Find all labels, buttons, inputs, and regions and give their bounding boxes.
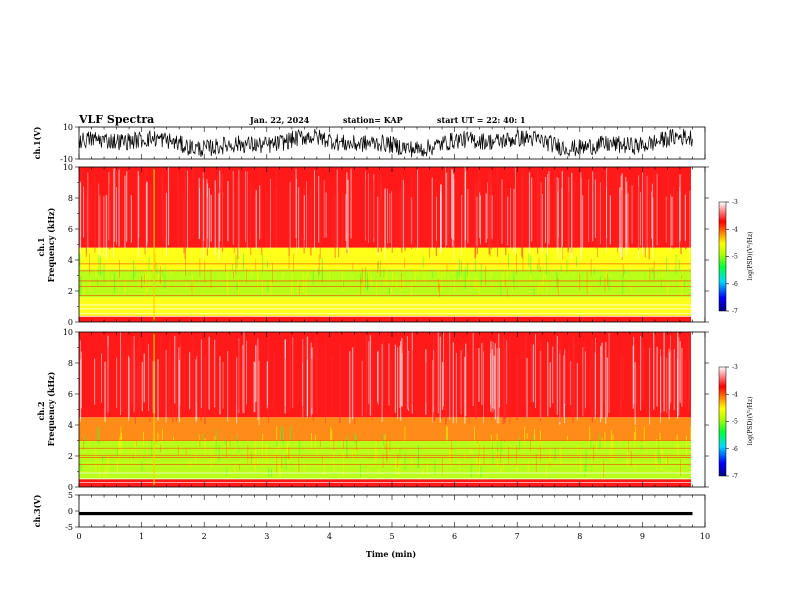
cb1-tick-label: -3 [732, 199, 738, 206]
ch1-spec-band-1 [79, 297, 691, 316]
cb2-tick-label: -6 [732, 446, 738, 453]
x-tick-label: 2 [202, 532, 207, 541]
ch2-spec-ytick-label: 2 [68, 452, 73, 461]
ch1-spec-ylabel-freq: Frequency (kHz) [46, 207, 56, 282]
ch1-wave-ytick-label: 10 [63, 123, 73, 132]
x-tick-label: 7 [515, 532, 520, 541]
x-tick-label: 1 [139, 532, 144, 541]
figure-title: VLF Spectra [78, 113, 154, 126]
cb1-tick-label: -7 [732, 308, 738, 315]
ch1-colorbar-label: log(PSD)(V²/Hz) [747, 232, 754, 281]
ch2-spec-ytick-label: 10 [63, 328, 73, 337]
ch1-waveform-line [78, 128, 693, 158]
ch2-spec-band-0 [79, 479, 691, 487]
x-tick-label: 0 [76, 532, 81, 541]
cb1-tick-label: -6 [732, 281, 738, 288]
ch1-spec-ytick-label: 4 [68, 256, 73, 265]
cb1-tick-label: -5 [732, 254, 738, 261]
date-label: Jan. 22, 2024 [249, 115, 310, 125]
ch2-spec-ylabel-freq: Frequency (kHz) [46, 371, 56, 446]
cb2-tick-label: -7 [732, 473, 738, 480]
ch2-spec-band-3 [79, 332, 691, 418]
cb2-tick-label: -3 [732, 364, 738, 371]
ch1-spec-ytick-label: 10 [63, 163, 73, 172]
station-label: station= KAP [343, 115, 403, 125]
ch2-spec-ytick-label: 6 [68, 390, 73, 399]
ch1-wave-ytick-label: -10 [60, 155, 73, 164]
ch1-spec-ytick-label: 0 [68, 318, 73, 327]
ch2-spec-ytick-label: 8 [68, 359, 73, 368]
x-tick-label: 3 [264, 532, 269, 541]
ch1-waveform-panel: 10 -10 [60, 123, 706, 164]
ch3-wave-ytick-label: 0 [68, 507, 73, 516]
ch1-ylabel: ch.1(V) [32, 126, 42, 159]
cb2-tick-label: -5 [732, 419, 738, 426]
ch3-waveform-panel: 50-50 1 2 3 4 5 6 7 8 9 10 [65, 491, 710, 541]
start-time-label: start UT = 22: 40: 1 [437, 115, 526, 125]
ch2-spectrogram-panel: 0 2 4 6 8 10 [63, 328, 709, 492]
ch1-colorbar-gradient [718, 201, 727, 312]
ch2-spec-band-2 [79, 417, 691, 441]
ch2-colorbar-label: log(PSD)(V²/Hz) [747, 397, 754, 446]
ch2-colorbar-gradient [718, 366, 727, 477]
ch2-spec-ytick-label: 0 [68, 483, 73, 492]
ch1-spec-ytick-label: 6 [68, 225, 73, 234]
ch2-spec-ylabel: ch.2 [36, 401, 46, 420]
x-tick-label: 9 [640, 532, 645, 541]
ch1-colorbar: log(PSD)(V²/Hz) -3 -4 -5 -6 -7 [718, 199, 754, 315]
ch2-spec-ytick-label: 4 [68, 421, 73, 430]
ch3-ylabel: ch.3(V) [32, 494, 42, 527]
ch3-waveform-band [79, 511, 693, 516]
ch1-spec-ytick-label: 2 [68, 287, 73, 296]
ch2-colorbar: log(PSD)(V²/Hz) -3 -4 -5 -6 -7 [718, 364, 754, 480]
ch3-wave-ytick-label: -5 [65, 523, 73, 532]
ch1-spec-band-0 [79, 315, 691, 322]
cb1-tick-label: -4 [732, 226, 738, 233]
x-axis-label: Time (min) [366, 549, 416, 559]
x-tick-label: 6 [452, 532, 457, 541]
ch1-spec-no-data-strip [691, 167, 705, 322]
x-tick-label: 4 [327, 532, 332, 541]
ch1-spec-ylabel: ch.1 [36, 237, 46, 256]
cb2-tick-label: -4 [732, 391, 738, 398]
ch1-spectrogram-panel: 0 2 4 6 8 10 [63, 163, 709, 327]
x-tick-label: 10 [700, 532, 710, 541]
x-tick-label: 8 [577, 532, 582, 541]
x-tick-label: 5 [389, 532, 394, 541]
ch2-spec-no-data-strip [691, 332, 705, 487]
ch1-spec-ytick-label: 8 [68, 194, 73, 203]
ch3-wave-ytick-label: 5 [68, 491, 73, 500]
